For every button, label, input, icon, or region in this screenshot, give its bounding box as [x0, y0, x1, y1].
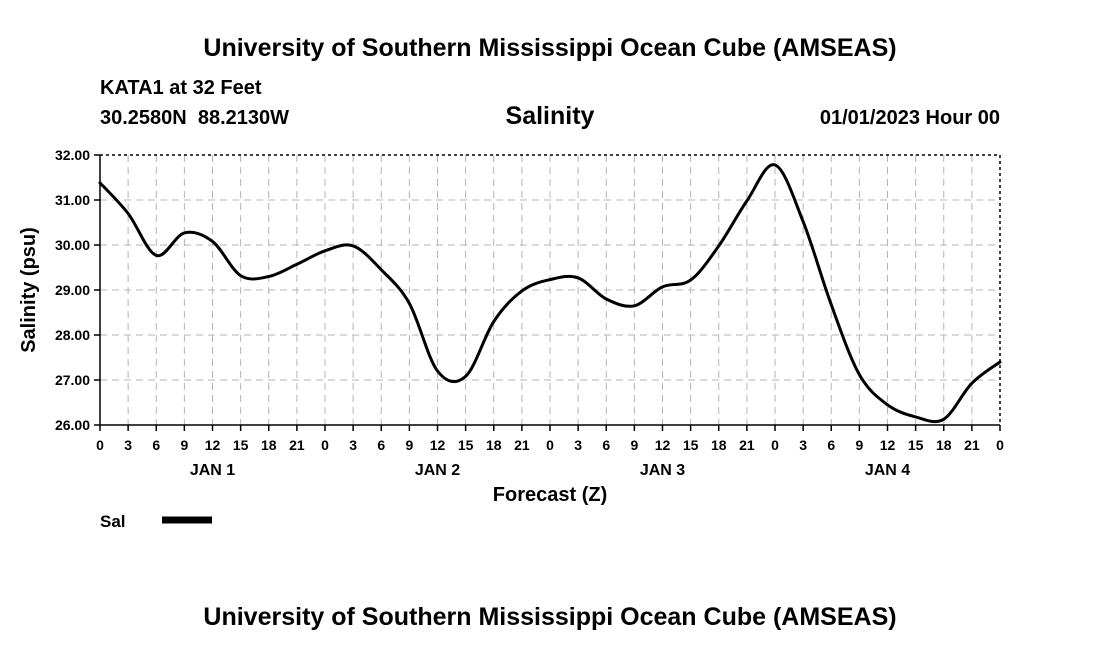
- x-tick-label: 9: [180, 437, 188, 453]
- x-tick-label: 0: [771, 437, 779, 453]
- main-title: University of Southern Mississippi Ocean…: [203, 34, 896, 62]
- day-label: JAN 1: [190, 462, 235, 479]
- x-tick-label: 18: [936, 437, 952, 453]
- y-tick-label: 31.00: [55, 192, 90, 208]
- chart-title: Salinity: [506, 102, 595, 130]
- y-tick-label: 27.00: [55, 372, 90, 388]
- day-label: JAN 3: [640, 462, 685, 479]
- station-label: KATA1 at 32 Feet: [100, 77, 262, 99]
- y-tick-label: 28.00: [55, 327, 90, 343]
- x-tick-label: 18: [261, 437, 277, 453]
- x-tick-label: 15: [233, 437, 249, 453]
- x-tick-label: 15: [683, 437, 699, 453]
- day-label: JAN 2: [415, 462, 460, 479]
- x-tick-label: 0: [546, 437, 554, 453]
- x-tick-label: 0: [996, 437, 1004, 453]
- x-tick-label: 9: [855, 437, 863, 453]
- y-tick-label: 29.00: [55, 282, 90, 298]
- grid-layer: [100, 155, 1000, 425]
- y-tick-label: 26.00: [55, 417, 90, 433]
- x-tick-label: 12: [655, 437, 671, 453]
- x-tick-label: 12: [205, 437, 221, 453]
- x-tick-label: 3: [799, 437, 807, 453]
- x-tick-label: 6: [377, 437, 385, 453]
- datetime-label: 01/01/2023 Hour 00: [820, 107, 1000, 129]
- x-tick-label: 21: [289, 437, 305, 453]
- footer-title: University of Southern Mississippi Ocean…: [203, 603, 896, 631]
- day-label: JAN 4: [865, 462, 910, 479]
- x-tick-label: 15: [458, 437, 474, 453]
- x-tick-label: 18: [711, 437, 727, 453]
- x-tick-label: 3: [124, 437, 132, 453]
- series-layer: [98, 163, 1002, 424]
- x-tick-label: 12: [430, 437, 446, 453]
- x-tick-label: 3: [349, 437, 357, 453]
- x-tick-label: 0: [321, 437, 329, 453]
- x-tick-label: 15: [908, 437, 924, 453]
- y-tick-label: 30.00: [55, 237, 90, 253]
- x-tick-label: 0: [96, 437, 104, 453]
- y-axis-label: Salinity (psu): [18, 227, 40, 353]
- series-line-sal: [98, 163, 1002, 424]
- x-tick-label: 9: [630, 437, 638, 453]
- x-tick-label: 6: [602, 437, 610, 453]
- x-axis-label: Forecast (Z): [493, 484, 607, 506]
- x-tick-label: 21: [964, 437, 980, 453]
- coordinates-label: 30.2580N 88.2130W: [100, 107, 289, 129]
- x-tick-label: 9: [405, 437, 413, 453]
- x-tick-label: 6: [152, 437, 160, 453]
- x-tick-label: 3: [574, 437, 582, 453]
- x-tick-label: 12: [880, 437, 896, 453]
- x-tick-label: 21: [739, 437, 755, 453]
- y-tick-label: 32.00: [55, 147, 90, 163]
- legend-label: Sal: [100, 512, 126, 531]
- x-tick-label: 6: [827, 437, 835, 453]
- tick-layer: 26.00 27.00 28.00 29.00 30.00 31.00 32.00 0 3 6 9 1…: [55, 147, 1004, 479]
- x-tick-label: 21: [514, 437, 530, 453]
- x-tick-label: 18: [486, 437, 502, 453]
